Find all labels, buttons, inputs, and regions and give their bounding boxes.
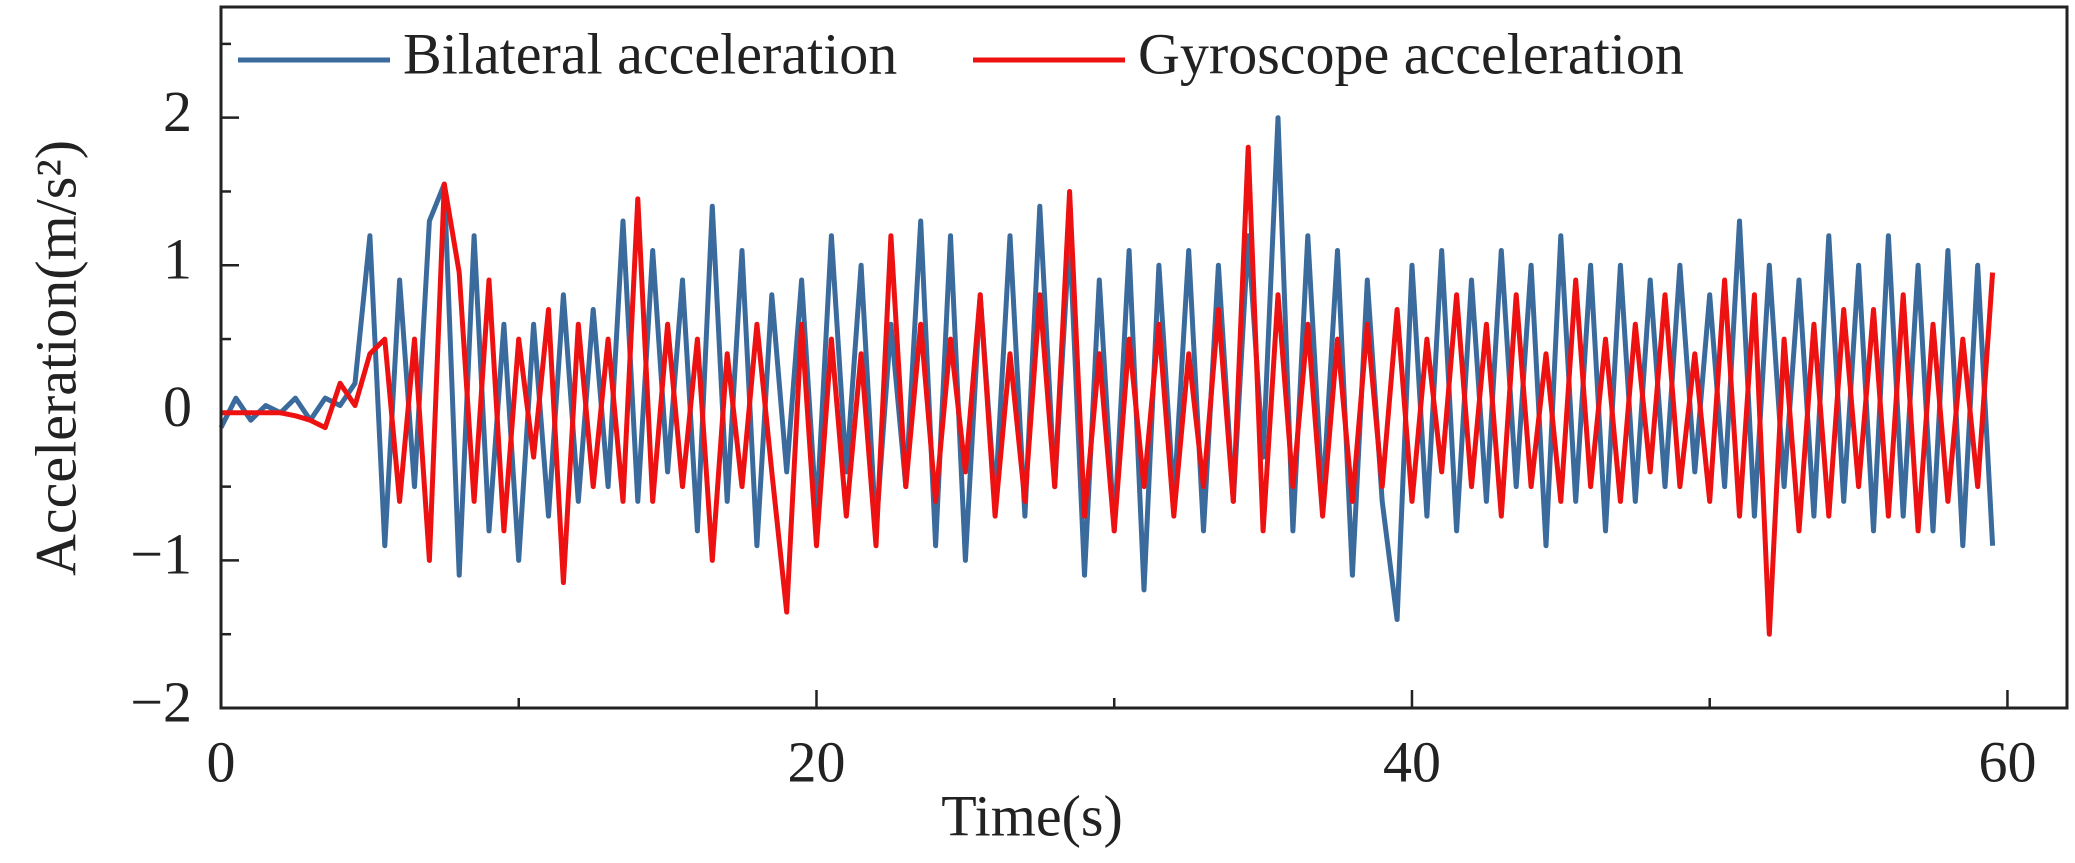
plot-frame (219, 5, 2069, 710)
series-line (221, 144, 1996, 637)
y-tick-label: −2 (130, 669, 192, 734)
x-tick-label: 20 (787, 729, 845, 794)
legend-label: Gyroscope acceleration (1138, 21, 1684, 86)
x-axis-label: Time(s) (941, 783, 1123, 848)
y-tick-label: −1 (130, 522, 192, 587)
y-tick-label: 0 (163, 374, 192, 439)
y-tick-label: 1 (163, 227, 192, 292)
series-line (218, 115, 1996, 622)
y-tick-label: 2 (163, 79, 192, 144)
x-tick-label: 60 (1978, 729, 2036, 794)
x-tick-label: 0 (207, 729, 236, 794)
legend-label: Bilateral acceleration (403, 21, 897, 86)
y-axis-label: Acceleration(m/s²) (23, 140, 88, 576)
x-tick-label: 40 (1383, 729, 1441, 794)
